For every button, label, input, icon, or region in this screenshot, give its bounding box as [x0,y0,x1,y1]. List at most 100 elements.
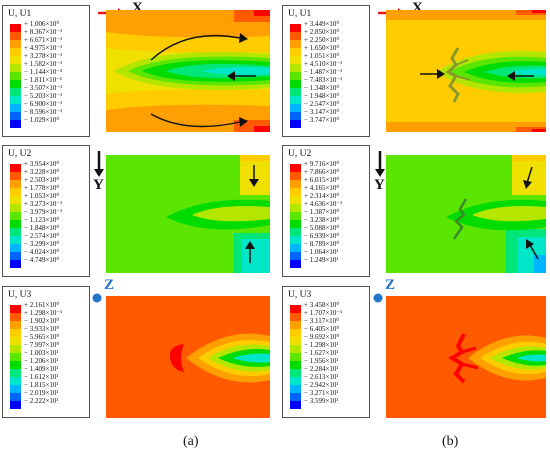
x-axis-label: X [412,0,423,16]
legend-b-u3: U, U3 + 3.458×10⁰ + 1.707×10⁻¹ − 3.117×10⁰… [282,286,370,418]
contour-plot-b-u3 [386,296,546,418]
legend-a-u3: U, U3 + 2.161×10⁰ + 1.298×10⁻¹ − 1.902×10⁰… [2,286,90,418]
color-swatch [290,236,301,244]
color-scale [290,305,301,409]
legend-label: + 9.716×10⁰ [304,160,340,168]
legend-labels: + 1.006×10⁰ + 8.367×10⁻¹ + 6.671×10⁻¹ + 4.9… [24,20,62,124]
color-swatch [10,164,21,172]
color-swatch [290,120,301,128]
color-swatch [10,260,21,268]
color-swatch [290,337,301,345]
color-swatch [10,120,21,128]
color-swatch [10,204,21,212]
color-swatch [290,313,301,321]
color-swatch [290,212,301,220]
color-swatch [10,377,21,385]
color-swatch [10,337,21,345]
legend-label: − 4.749×10⁰ [24,256,60,264]
legend-label: − 7.483×10⁻¹ [304,76,343,84]
legend-label: − 3.599×10¹ [304,397,339,405]
legend-label: + 6.015×10⁰ [304,176,340,184]
legend-label: − 5.088×10⁰ [304,224,340,232]
legend-label: − 1.948×10⁰ [304,92,340,100]
legend-label: − 1.387×10⁰ [304,208,340,216]
color-swatch [290,48,301,56]
legend-label: − 1.348×10⁰ [304,84,340,92]
color-swatch [290,64,301,72]
legend-label: − 3.299×10⁰ [24,240,60,248]
y-axis-label: Y [374,177,385,193]
color-swatch [10,88,21,96]
color-swatch [10,188,21,196]
color-swatch [10,385,21,393]
color-swatch [290,353,301,361]
legend-label: + 1.707×10⁻¹ [304,309,343,317]
legend-label: + 4.165×10⁰ [304,184,340,192]
legend-label: − 1.298×10¹ [304,341,339,349]
legend-label: − 2.942×10¹ [304,381,339,389]
color-swatch [290,204,301,212]
legend-b-u1: U, U1 + 3.449×10⁰ + 2.850×10⁰ + 2.250×10⁰ +… [282,5,370,137]
color-swatch [290,401,301,409]
legend-label: + 2.314×10⁰ [304,192,340,200]
legend-label: + 3.458×10⁰ [304,301,340,309]
legend-labels: + 9.716×10⁰ + 7.866×10⁰ + 6.015×10⁰ + 4.165… [304,160,342,264]
contour-plot-b-u2 [386,155,546,273]
legend-label: + 2.850×10⁰ [304,28,340,36]
color-swatch [10,48,21,56]
z-axis-label: Z [385,277,396,293]
legend-label: − 1.123×10⁰ [24,216,60,224]
legend-label: + 1.053×10⁰ [24,192,60,200]
legend-label: + 4.636×10⁻¹ [304,200,343,208]
color-swatch [10,72,21,80]
legend-label: − 3.979×10⁻¹ [24,208,63,216]
legend-label: − 1.064×10¹ [304,248,339,256]
legend-title: U, U1 [8,9,32,19]
color-swatch [10,361,21,369]
legend-label: − 7.997×10⁰ [24,341,60,349]
color-swatch [10,24,21,32]
legend-label: − 2.222×10¹ [24,397,59,405]
color-swatch [290,196,301,204]
legend-label: + 6.671×10⁻¹ [24,36,63,44]
color-swatch [290,104,301,112]
legend-label: + 3.954×10⁰ [24,160,60,168]
legend-label: + 1.778×10⁰ [24,184,60,192]
legend-label: − 1.487×10⁻¹ [304,68,343,76]
caption-a: (a) [183,434,199,449]
legend-label: − 4.024×10⁰ [24,248,60,256]
legend-label: + 4.510×10⁻¹ [304,60,343,68]
contour-plot-a-u3 [106,296,270,418]
color-scale [290,164,301,268]
z-dot-icon [92,290,102,308]
legend-label: − 2.547×10⁰ [304,100,340,108]
legend-label: − 3.238×10⁰ [304,216,340,224]
color-swatch [290,329,301,337]
legend-b-u2: U, U2 + 9.716×10⁰ + 7.866×10⁰ + 6.015×10⁰ +… [282,145,370,277]
legend-title: U, U1 [288,9,312,19]
color-swatch [290,321,301,329]
color-swatch [10,40,21,48]
x-axis-label: X [132,0,143,16]
color-swatch [290,32,301,40]
color-scale [10,164,21,268]
color-scale [290,24,301,128]
legend-title: U, U3 [8,290,32,300]
legend-label: − 3.271×10¹ [304,389,339,397]
caption-b: (b) [442,434,459,449]
y-arrow-icon [93,150,105,183]
legend-label: − 3.933×10⁰ [24,325,60,333]
legend-label: + 4.975×10⁻¹ [24,44,63,52]
legend-label: + 1.650×10⁰ [304,44,340,52]
legend-label: − 3.147×10⁰ [304,108,340,116]
legend-label: − 8.789×10⁰ [304,240,340,248]
legend-label: − 3.507×10⁻¹ [24,84,63,92]
legend-label: − 6.900×10⁻¹ [24,100,63,108]
legend-label: − 1.956×10¹ [304,357,339,365]
legend-label: + 8.367×10⁻¹ [24,28,63,36]
legend-label: + 3.228×10⁰ [24,168,60,176]
color-swatch [10,64,21,72]
color-swatch [10,252,21,260]
legend-label: − 9.692×10⁰ [304,333,340,341]
legend-label: − 1.206×10¹ [24,357,59,365]
